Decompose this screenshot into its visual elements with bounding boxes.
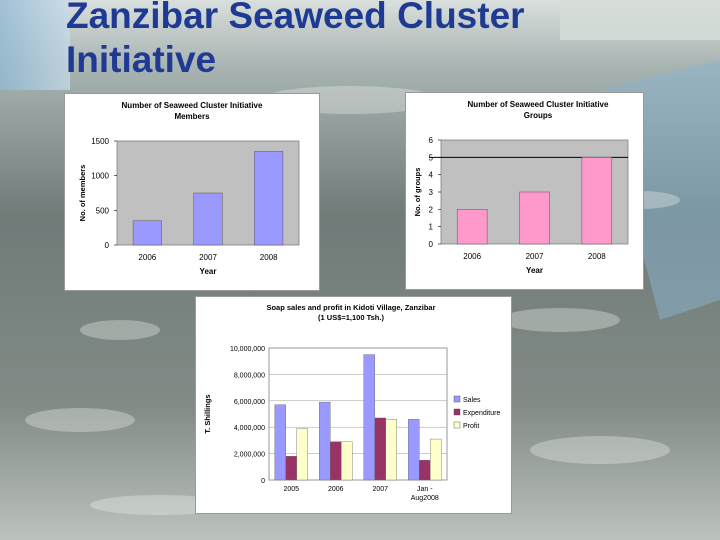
- y-tick-label: 3: [429, 188, 434, 197]
- x-tick-label: 2006: [328, 486, 344, 493]
- x-tick-label: 2006: [138, 253, 156, 262]
- y-tick-label: 2: [429, 205, 434, 214]
- bar-profit-2: [385, 419, 397, 481]
- bar-expenditure-1: [330, 441, 342, 481]
- bar-sales-3: [408, 419, 420, 481]
- chart-title-line: Soap sales and profit in Kidoti Village,…: [266, 303, 435, 312]
- bar-expenditure-0: [285, 456, 297, 481]
- chart-title-line: Members: [174, 112, 210, 121]
- y-tick-label: 6: [429, 136, 434, 145]
- y-tick-label: 4,000,000: [234, 425, 265, 432]
- slide-title: Zanzibar Seaweed Cluster Initiative: [66, 0, 525, 82]
- y-tick-label: 10,000,000: [230, 346, 265, 353]
- chart-title-line: Number of Seaweed Cluster Initiative: [468, 100, 609, 109]
- y-axis-label: No. of members: [78, 165, 87, 222]
- x-tick-label: Aug2008: [411, 495, 439, 502]
- legend-swatch-profit: [453, 421, 461, 429]
- x-tick-label: 2007: [199, 253, 217, 262]
- bar-sales-0: [274, 404, 286, 481]
- y-tick-label: 1: [429, 223, 434, 232]
- slide-title-line-1: Zanzibar Seaweed Cluster: [66, 0, 525, 36]
- bar-2006: [456, 209, 488, 245]
- bar-sales-2: [363, 354, 375, 481]
- bar-2006: [132, 220, 162, 246]
- bar-profit-3: [430, 438, 442, 481]
- legend-swatch-expenditure: [453, 408, 461, 416]
- soap-sales-chart: Soap sales and profit in Kidoti Village,…: [203, 303, 500, 502]
- bar-profit-0: [296, 428, 308, 481]
- bar-2007: [193, 192, 223, 246]
- members-chart-panel: Number of Seaweed Cluster Initiative Memb…: [64, 93, 320, 291]
- bar-profit-1: [341, 441, 353, 481]
- y-tick-label: 4: [429, 171, 434, 180]
- y-tick-label: 500: [96, 206, 110, 215]
- groups-chart-panel: Number of Seaweed Cluster Initiative Grou…: [405, 92, 644, 290]
- x-tick-label: 2008: [588, 252, 606, 261]
- y-tick-label: 0: [105, 241, 110, 250]
- bar-2007: [519, 191, 550, 245]
- bar-expenditure-2: [374, 417, 386, 481]
- y-tick-label: 5: [429, 153, 434, 162]
- y-tick-label: 1500: [91, 137, 109, 146]
- slide-title-line-2: Initiative: [66, 39, 217, 80]
- x-tick-label: 2005: [283, 486, 299, 493]
- y-axis-label: T. Shillings: [203, 394, 212, 433]
- x-tick-label: 2008: [260, 253, 278, 262]
- bar-expenditure-3: [419, 459, 431, 481]
- chart-title-line: Groups: [524, 111, 553, 120]
- x-tick-label: 2007: [372, 486, 388, 493]
- bar-2008: [254, 151, 284, 246]
- x-axis-label: Year: [200, 267, 217, 276]
- groups-chart: Number of Seaweed Cluster Initiative Grou…: [413, 100, 629, 275]
- y-tick-label: 2,000,000: [234, 452, 265, 459]
- chart-title-line: (1 US$=1,100 Tsh.): [318, 313, 384, 322]
- members-chart: Number of Seaweed Cluster Initiative Memb…: [78, 101, 300, 276]
- bar-2008: [581, 157, 613, 245]
- x-axis-label: Year: [526, 266, 543, 275]
- legend-label-expenditure: Expenditure: [463, 410, 500, 417]
- legend-label-profit: Profit: [463, 423, 479, 430]
- x-tick-label: Jan -: [417, 486, 433, 493]
- y-tick-label: 1000: [91, 172, 109, 181]
- y-tick-label: 0: [429, 240, 434, 249]
- y-tick-label: 6,000,000: [234, 399, 265, 406]
- x-tick-label: 2007: [526, 252, 544, 261]
- y-tick-label: 8,000,000: [234, 372, 265, 379]
- legend-swatch-sales: [453, 395, 461, 403]
- x-tick-label: 2006: [463, 252, 481, 261]
- bar-sales-1: [319, 401, 331, 481]
- y-tick-label: 0: [261, 478, 265, 485]
- chart-title-line: Number of Seaweed Cluster Initiative: [122, 101, 263, 110]
- legend-label-sales: Sales: [463, 397, 481, 404]
- soap-sales-chart-panel: Soap sales and profit in Kidoti Village,…: [195, 296, 512, 514]
- y-axis-label: No. of groups: [413, 168, 422, 217]
